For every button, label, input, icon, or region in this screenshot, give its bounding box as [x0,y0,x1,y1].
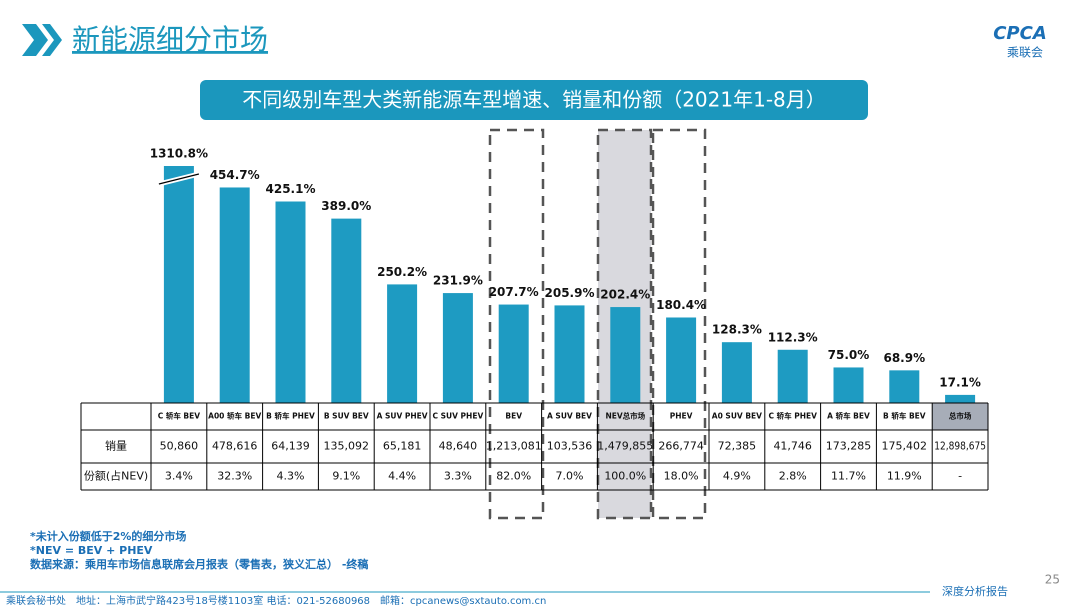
value-label: 389.0% [321,199,371,213]
header-cell-fill [932,403,988,430]
footer-contact: 乘联会秘书处 地址：上海市武宁路423号18号楼1103室 电话：021-526… [6,594,546,607]
table-cell: 266,774 [658,440,704,453]
note: *未计入份额低于2%的细分市场 [30,529,186,543]
note: *NEV = BEV + PHEV [30,544,153,557]
column-header: B 轿车 BEV [883,411,926,421]
table-cell: 32.3% [217,470,252,483]
value-label: 68.9% [883,351,925,365]
table-cell: 50,860 [160,440,199,453]
table-cell: 41,746 [773,440,812,453]
header-title: 新能源细分市场 [72,23,268,56]
bar [666,317,697,403]
column-header: B 轿车 PHEV [266,411,315,421]
note: 数据来源：乘用车市场信息联席会月报表（零售表，狭义汇总） -终稿 [30,557,368,571]
table-cell: - [958,470,962,483]
table-cell: 4.3% [277,470,305,483]
bar [219,187,250,403]
column-header: B SUV BEV [324,412,369,421]
bar [331,218,362,403]
bar [387,284,418,403]
table-cell: 72,385 [718,440,757,453]
table-cell: 103,536 [547,440,593,453]
highlight-box [651,128,707,520]
column-header: A00 轿车 BEV [208,411,261,421]
column-header: A SUV PHEV [377,412,428,421]
value-label: 1310.8% [150,147,208,161]
bars [163,166,976,403]
table-cell: 100.0% [604,470,646,483]
bar [610,307,641,403]
column-header: C SUV PHEV [433,412,484,421]
column-header: BEV [505,412,522,421]
value-label: 75.0% [828,348,870,362]
bar [945,394,976,403]
table-cell: 11.7% [831,470,866,483]
table-cell: 7.0% [556,470,584,483]
table-cell: 2.8% [779,470,807,483]
bar [163,166,194,403]
row-label: 销量 [105,439,127,453]
value-label: 17.1% [939,375,981,389]
logo-sub: 乘联会 [1007,46,1043,60]
table-cell: 175,402 [882,440,928,453]
value-label: 205.9% [545,286,595,300]
bar [275,201,306,403]
column-header: NEV总市场 [605,411,645,421]
value-label: 128.3% [712,323,762,337]
chart: 1310.8%454.7% 425.1% 389.0% 250.2% 231.9% 207… [80,147,989,491]
value-label: 207.7% [489,285,539,299]
column-header: A SUV BEV [547,412,592,421]
chevron [22,24,48,56]
table-cell: 11.9% [887,470,922,483]
bar [442,293,473,403]
bar [777,349,808,403]
column-header: A0 SUV BEV [712,412,762,421]
table-cell: 12,898,675 [934,440,986,453]
table-cell: 9.1% [332,470,360,483]
bar [721,342,752,403]
column-header: A 轿车 BEV [827,411,870,421]
value-label: 250.2% [377,265,427,279]
value-label: 112.3% [768,330,818,344]
value-label: 180.4% [656,298,706,312]
table-cell: 18.0% [664,470,699,483]
table-cell: 478,616 [212,440,258,453]
table-cell: 65,181 [383,440,422,453]
value-label: 454.7% [210,168,260,182]
title-box [200,80,868,120]
axis-break [158,173,200,185]
bar [554,305,585,403]
chart-title: 不同级别车型大类新能源车型增速、销量和份额（2021年1-8月） [242,88,826,112]
table-cell: 173,285 [826,440,872,453]
chevron [42,24,62,56]
bar [833,367,864,403]
logo: CPCA [993,23,1047,44]
table-cell: 1,213,081 [486,440,542,453]
table-cell: 135,092 [324,440,370,453]
column-header: 总市场 [949,411,972,421]
table-cell: 1,479,855 [597,440,653,453]
table-cell: 64,139 [271,440,310,453]
table-cell: 4.4% [388,470,416,483]
table-cell: 48,640 [439,440,478,453]
page-number: 25 [1045,573,1060,587]
column-header: PHEV [670,412,693,421]
table-cell: 3.3% [444,470,472,483]
bar [889,370,920,403]
column-header: C 轿车 BEV [158,411,201,421]
table-cell: 4.9% [723,470,751,483]
table-cell: 82.0% [496,470,531,483]
footer-tag: 深度分析报告 [942,584,1008,598]
bar [498,304,529,403]
table-cell: 3.4% [165,470,193,483]
value-label: 202.4% [600,288,650,302]
highlight-box [488,128,545,520]
row-label: 份额(占NEV) [84,469,148,483]
value-label: 425.1% [266,182,316,196]
value-label: 231.9% [433,274,483,288]
column-header: C 轿车 PHEV [768,411,817,421]
